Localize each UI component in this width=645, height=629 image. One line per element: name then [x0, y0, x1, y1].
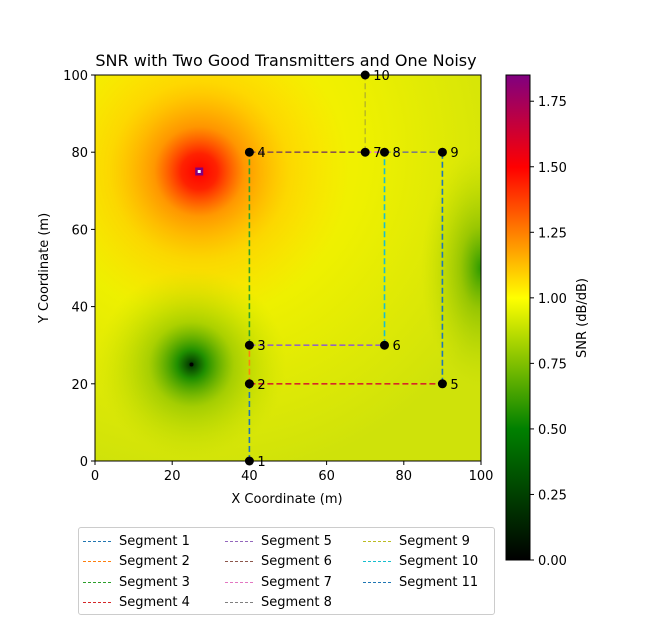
- waypoint-2-label: 2: [257, 378, 265, 393]
- legend-entry-segment-11: Segment 11: [363, 572, 478, 592]
- legend-swatch: [83, 540, 111, 542]
- waypoint-7-label: 7: [373, 146, 381, 161]
- legend-entry-segment-10: Segment 10: [363, 552, 478, 572]
- legend-label: Segment 3: [119, 574, 190, 590]
- waypoint-5-label: 5: [450, 378, 458, 393]
- legend-label: Segment 10: [399, 554, 479, 569]
- x-axis-label: X Coordinate (m): [231, 492, 342, 507]
- x-axis-ticks: 0 20 40 60 80 100: [91, 461, 494, 484]
- waypoint-5-marker: [437, 379, 447, 389]
- legend-swatch: [363, 540, 391, 542]
- legend-entry-segment-5: Segment 5: [225, 531, 332, 551]
- colorbar-ticks: 0.00 0.25 0.50 0.75 1.00 1.25 1.50 1.75: [530, 95, 567, 569]
- waypoint-9-marker: [437, 147, 447, 157]
- legend-entry-segment-9: Segment 9: [363, 531, 470, 551]
- x-tick-label: 80: [396, 469, 413, 484]
- colorbar-label: SNR (dB/dB): [575, 278, 590, 358]
- legend: Segment 1 Segment 2 Segment 3 Segment 4 Segm…: [78, 527, 495, 615]
- x-tick-label: 40: [241, 469, 258, 484]
- legend-label: Segment 6: [261, 554, 332, 569]
- legend-label: Segment 5: [261, 533, 332, 549]
- waypoint-10-label: 10: [373, 69, 390, 84]
- heat-dip-edge: [421, 148, 481, 388]
- waypoint-4-marker: [244, 147, 254, 157]
- legend-label: Segment 4: [119, 595, 190, 610]
- legend-swatch: [83, 581, 111, 583]
- colorbar-tick-label: 1.25: [538, 226, 567, 241]
- colorbar-tick-label: 1.50: [538, 161, 567, 176]
- legend-label: Segment 1: [119, 533, 190, 549]
- colorbar-tick-label: 1.75: [538, 95, 567, 110]
- waypoint-3-label: 3: [257, 339, 265, 354]
- legend-entry-segment-2: Segment 2: [83, 552, 190, 572]
- legend-label: Segment 8: [261, 595, 332, 610]
- waypoint-7-marker: [360, 147, 370, 157]
- waypoint-2-marker: [244, 379, 254, 389]
- colorbar-tick-label: 0.75: [538, 357, 567, 372]
- legend-swatch: [83, 561, 111, 562]
- legend-entry-segment-1: Segment 1: [83, 531, 190, 551]
- heat-dip-center: [189, 362, 194, 367]
- waypoint-1-label: 1: [257, 455, 265, 470]
- y-tick-label: 40: [71, 301, 88, 316]
- y-tick-label: 100: [63, 69, 88, 84]
- legend-swatch: [83, 602, 111, 603]
- legend-swatch: [363, 581, 391, 583]
- colorbar: [505, 74, 531, 561]
- x-tick-label: 60: [318, 469, 335, 484]
- legend-entry-segment-6: Segment 6: [225, 552, 332, 572]
- legend-entry-segment-3: Segment 3: [83, 572, 190, 592]
- waypoint-6-label: 6: [393, 339, 401, 354]
- x-tick-label: 0: [91, 469, 99, 484]
- chart-title: SNR with Two Good Transmitters and One N…: [95, 51, 476, 70]
- waypoint-4-label: 4: [257, 146, 265, 161]
- colorbar-tick-label: 0.00: [538, 554, 567, 569]
- legend-label: Segment 9: [399, 533, 470, 549]
- legend-swatch: [225, 581, 253, 583]
- legend-label: Segment 11: [399, 574, 479, 590]
- heat-peak-marker: [197, 170, 201, 173]
- waypoint-8-label: 8: [393, 146, 401, 161]
- colorbar-tick-label: 1.00: [538, 292, 567, 307]
- waypoint-3-marker: [244, 340, 254, 350]
- y-tick-label: 60: [71, 223, 88, 238]
- x-tick-label: 20: [164, 469, 181, 484]
- heat-peak: [95, 75, 350, 322]
- legend-entry-segment-8: Segment 8: [225, 593, 332, 613]
- waypoint-8-marker: [380, 147, 389, 157]
- y-axis-ticks: 0 20 40 60 80 100: [63, 69, 95, 470]
- legend-label: Segment 2: [119, 554, 190, 569]
- colorbar-tick-label: 0.25: [538, 488, 567, 503]
- colorbar-tick-label: 0.50: [538, 423, 567, 438]
- legend-entry-segment-4: Segment 4: [83, 593, 190, 613]
- waypoint-6-marker: [380, 340, 389, 350]
- waypoint-9-label: 9: [450, 146, 458, 161]
- y-tick-label: 80: [71, 146, 88, 161]
- legend-entry-segment-7: Segment 7: [225, 572, 332, 592]
- waypoints: 1 2 3 4 5 6 7 8 9 10: [244, 69, 459, 470]
- y-tick-label: 20: [71, 378, 88, 393]
- legend-swatch: [225, 540, 253, 542]
- y-tick-label: 0: [80, 455, 88, 470]
- snr-heatmap: [95, 75, 481, 461]
- legend-label: Segment 7: [261, 574, 332, 590]
- legend-swatch: [363, 561, 391, 562]
- x-tick-label: 100: [469, 469, 494, 484]
- plot-frame: [94, 74, 482, 462]
- legend-swatch: [225, 602, 253, 603]
- legend-swatch: [225, 561, 253, 562]
- y-axis-label: Y Coordinate (m): [37, 213, 52, 324]
- route-segments: [248, 75, 444, 461]
